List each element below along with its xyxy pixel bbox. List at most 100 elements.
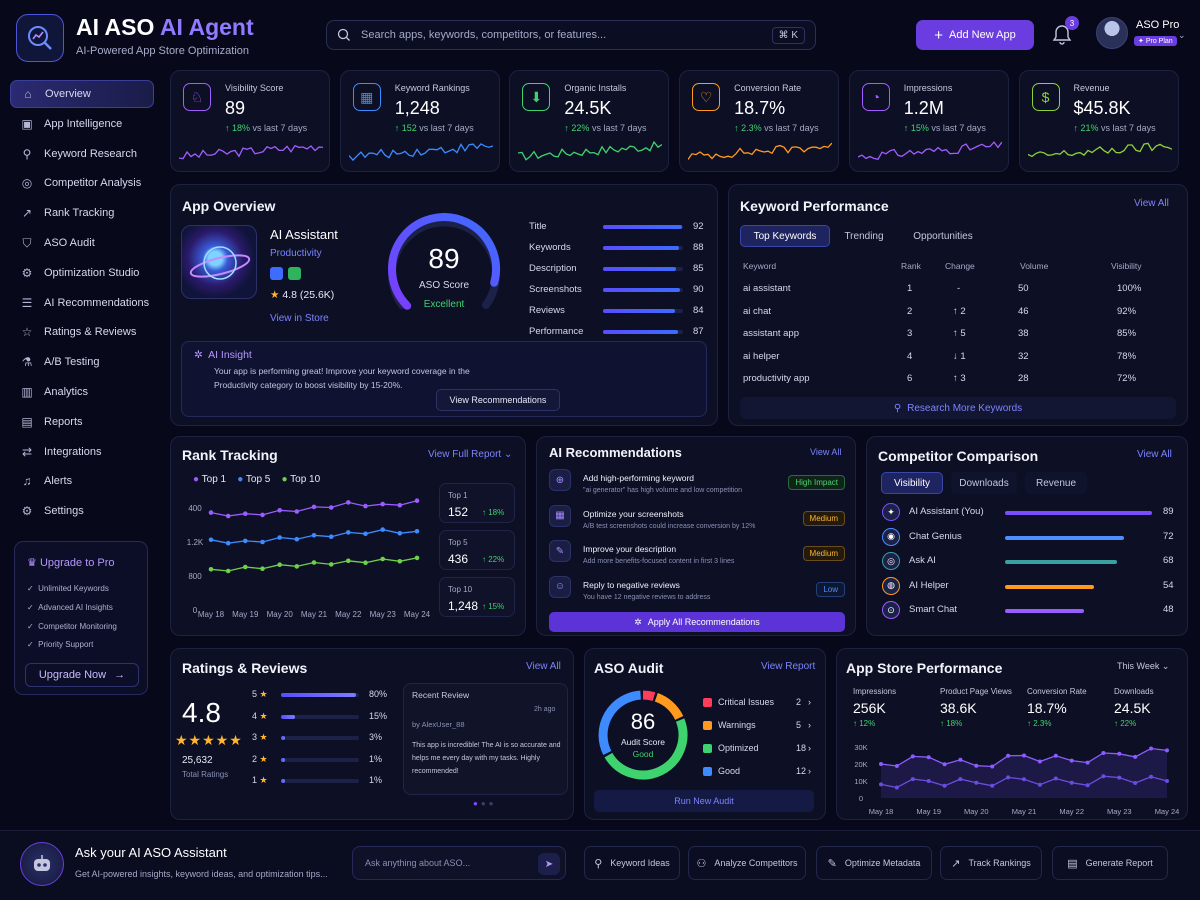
- period-select[interactable]: This Week ⌄: [1117, 661, 1170, 671]
- keyword-name[interactable]: ai helper: [743, 350, 780, 362]
- sidebar-item-reports[interactable]: ▤ Reports: [10, 408, 154, 436]
- audit-item-label[interactable]: Optimized: [718, 743, 759, 753]
- keyword-name[interactable]: assistant app: [743, 328, 799, 339]
- sidebar-item-competitor-analysis[interactable]: ◎ Competitor Analysis: [10, 169, 154, 197]
- send-icon[interactable]: ➤: [538, 853, 560, 875]
- recommendation-title[interactable]: Reply to negative reviews: [583, 579, 680, 590]
- tab-top-keywords[interactable]: Top Keywords: [740, 225, 830, 247]
- stat-card-keyword-rankings[interactable]: ▦ Keyword Rankings 1,248 ↑ 152 vs last 7 da…: [339, 70, 500, 172]
- sidebar-item-app-intelligence[interactable]: ▣ App Intelligence: [10, 110, 154, 138]
- competitor-name[interactable]: AI Assistant (You): [909, 506, 984, 517]
- sidebar-item-analytics[interactable]: ▥ Analytics: [10, 378, 154, 406]
- sidebar-item-ai-recommendations[interactable]: ☰ AI Recommendations: [10, 289, 154, 317]
- competitor-name[interactable]: Smart Chat: [909, 604, 958, 615]
- rank-summary-change: ↑ 18%: [482, 508, 505, 517]
- stat-card-visibility-score[interactable]: ♘ Visibility Score 89 ↑ 18% vs last 7 days: [170, 70, 330, 172]
- keyword-name[interactable]: productivity app: [743, 373, 810, 384]
- add-new-app-button[interactable]: + Add New App: [916, 20, 1034, 50]
- ai-insight-box: ✲ AI Insight Your app is performing grea…: [181, 341, 707, 417]
- recommendation-icon: ✎: [549, 540, 571, 562]
- audit-status-swatch: [703, 721, 712, 730]
- sidebar-item-alerts[interactable]: ♫ Alerts: [10, 467, 154, 495]
- competitor-name[interactable]: Ask AI: [909, 555, 936, 566]
- sidebar-item-integrations[interactable]: ⇄ Integrations: [10, 438, 154, 466]
- stat-icon: ◔: [861, 83, 890, 111]
- run-new-audit-button[interactable]: Run New Audit: [594, 790, 814, 812]
- recommendations-view-all-link[interactable]: View All: [810, 447, 842, 457]
- audit-item-label[interactable]: Warnings: [718, 720, 756, 730]
- data-point: [380, 527, 385, 532]
- action-chip-generate-report[interactable]: ▤ Generate Report: [1052, 846, 1168, 880]
- chevron-right-icon[interactable]: ›: [808, 697, 811, 707]
- chevron-right-icon[interactable]: ›: [808, 743, 811, 753]
- data-point: [208, 567, 214, 572]
- recommendation-title[interactable]: Improve your description: [583, 544, 677, 554]
- action-chip-analyze-competitors[interactable]: ⚇ Analyze Competitors: [688, 846, 806, 880]
- action-chip-track-rankings[interactable]: ↗ Track Rankings: [940, 846, 1042, 880]
- search-input[interactable]: Search apps, keywords, competitors, or f…: [361, 29, 607, 41]
- performance-chart: 30K 20K 10K 0 May 18 May 19 May 20 May 21 May 22…: [854, 743, 1179, 816]
- data-point: [1117, 775, 1122, 780]
- action-chip-keyword-ideas[interactable]: ⚲ Keyword Ideas: [584, 846, 680, 880]
- tab-downloads[interactable]: Downloads: [951, 472, 1017, 494]
- sidebar-item-rank-tracking[interactable]: ↗ Rank Tracking: [10, 199, 154, 227]
- competitor-name[interactable]: Chat Genius: [909, 530, 962, 542]
- audit-item-label[interactable]: Good: [718, 766, 741, 776]
- chevron-right-icon[interactable]: ›: [808, 720, 811, 730]
- action-chip-optimize-metadata[interactable]: ✎ Optimize Metadata: [816, 846, 932, 880]
- view-in-store-link[interactable]: View in Store: [270, 313, 329, 324]
- apply-all-recommendations-button[interactable]: ✲ Apply All Recommendations: [549, 612, 845, 632]
- data-point: [926, 779, 931, 783]
- recent-review-label: Recent Review: [412, 690, 470, 700]
- tab-opportunities[interactable]: Opportunities: [913, 230, 973, 242]
- chevron-down-icon[interactable]: ⌄: [1178, 30, 1186, 40]
- rating-percent: 15%: [369, 710, 388, 721]
- tab-trending[interactable]: Trending: [844, 230, 884, 242]
- keyword-name[interactable]: ai assistant: [743, 283, 791, 294]
- sidebar-item-settings[interactable]: ⚙ Settings: [10, 497, 154, 525]
- brand-title: AI ASO AI Agent: [76, 14, 254, 40]
- action-chip-label: Track Rankings: [968, 858, 1031, 868]
- competitor-value: 54: [1163, 579, 1174, 591]
- upgrade-now-button[interactable]: Upgrade Now →: [25, 663, 139, 687]
- avatar[interactable]: [1096, 17, 1128, 49]
- metric-value: 90: [693, 284, 704, 295]
- keyword-name[interactable]: ai chat: [743, 305, 771, 317]
- action-chip-label: Keyword Ideas: [610, 858, 670, 868]
- brand-tagline: AI-Powered App Store Optimization: [76, 45, 250, 57]
- research-more-keywords-button[interactable]: ⚲ Research More Keywords: [740, 397, 1176, 419]
- competitors-view-all-link[interactable]: View All: [1137, 449, 1172, 460]
- chevron-right-icon[interactable]: ›: [808, 766, 811, 776]
- data-point: [311, 504, 317, 510]
- search-bar[interactable]: Search apps, keywords, competitors, or f…: [326, 20, 816, 50]
- data-point: [958, 757, 963, 762]
- ratings-view-all-link[interactable]: View All: [526, 661, 561, 672]
- sidebar-item-a-b-testing[interactable]: ⚗ A/B Testing: [10, 348, 154, 376]
- carousel-dots[interactable]: ●●●: [473, 799, 497, 808]
- stat-card-organic-installs[interactable]: ⬇ Organic Installs 24.5K ↑ 22% vs last 7 da…: [509, 70, 670, 172]
- recommendation-title[interactable]: Optimize your screenshots: [583, 508, 684, 519]
- sidebar-item-ratings-reviews[interactable]: ☆ Ratings & Reviews: [10, 318, 154, 346]
- view-full-report-link[interactable]: View Full Report ⌄: [428, 449, 513, 460]
- audit-item-label[interactable]: Critical Issues: [718, 697, 775, 707]
- stat-card-impressions[interactable]: ◔ Impressions 1.2M ↑ 15% vs last 7 days: [848, 70, 1009, 172]
- view-recommendations-button[interactable]: View Recommendations: [436, 389, 560, 411]
- assistant-input[interactable]: Ask anything about ASO... ➤: [352, 846, 566, 880]
- sidebar-item-optimization-studio[interactable]: ⚙ Optimization Studio: [10, 259, 154, 287]
- settings-icon: ⚙: [21, 504, 33, 519]
- tab-visibility[interactable]: Visibility: [881, 472, 943, 494]
- sidebar-item-keyword-research[interactable]: ⚲ Keyword Research: [10, 140, 154, 168]
- tab-revenue[interactable]: Revenue: [1025, 472, 1087, 494]
- rating-bar-track: [281, 714, 359, 719]
- legend-top1: Top 1: [201, 474, 227, 485]
- audit-view-report-link[interactable]: View Report: [761, 661, 816, 672]
- keywords-view-all-link[interactable]: View All: [1134, 198, 1169, 209]
- data-point: [397, 531, 403, 536]
- sidebar-item-aso-audit[interactable]: ⛉ ASO Audit: [10, 229, 154, 257]
- competitor-name[interactable]: AI Helper: [909, 579, 949, 591]
- data-point: [225, 513, 231, 519]
- sidebar-item-overview[interactable]: ⌂ Overview: [10, 80, 154, 108]
- stat-card-conversion-rate[interactable]: ♡ Conversion Rate 18.7% ↑ 2.3% vs last 7 da…: [679, 70, 840, 172]
- recommendation-title[interactable]: Add high-performing keyword: [583, 473, 695, 483]
- stat-card-revenue[interactable]: $ Revenue $45.8K ↑ 21% vs last 7 days: [1018, 70, 1179, 172]
